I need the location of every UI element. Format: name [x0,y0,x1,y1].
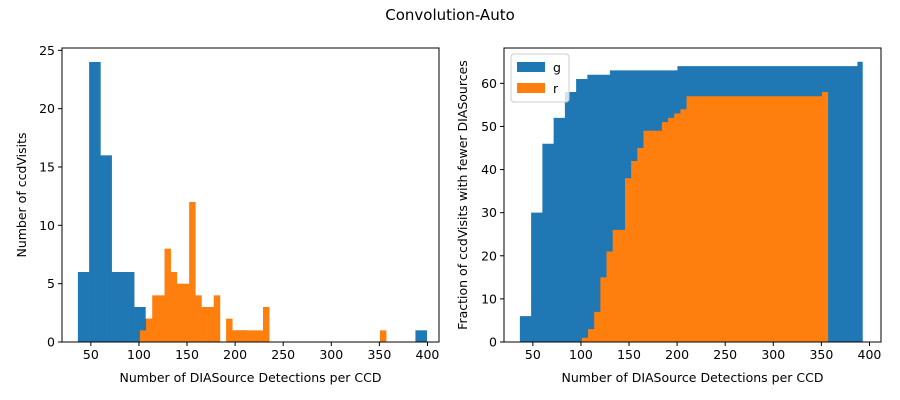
bar-r [250,330,258,342]
y-tick-label: 50 [481,119,497,134]
x-tick-label: 350 [367,347,391,362]
bar-r [139,330,147,342]
histogram-panel: 50 100 150 200 250 300 350 400 0 5 10 15 20 25 Numbe… [14,43,440,385]
bar-r [244,330,251,342]
bar-r [158,295,165,342]
x-tick-label: 150 [617,347,641,362]
x-tick-label: 300 [761,347,785,362]
x-tick-label: 400 [858,347,882,362]
y-axis-label: Number of ccdVisits [14,132,29,257]
axes-frame [503,47,882,343]
bar-r [213,295,221,342]
x-tick-label: 250 [713,347,737,362]
x-tick-label: 100 [569,347,593,362]
x-axis-label: Number of DIASource Detections per CCD [561,370,823,385]
bar-r [182,283,190,342]
bar-r [170,272,178,342]
y-tick-label: 0 [489,335,497,350]
y-tick-label: 25 [39,43,55,58]
bar-r [256,330,264,342]
y-tick-label: 20 [39,101,55,116]
x-tick-label: 50 [83,347,99,362]
axes-frame [61,47,440,343]
x-tick-label: 400 [416,347,440,362]
bar-r [164,248,171,342]
bar-g [122,272,135,342]
bar-r [146,318,153,342]
bar-g [89,62,101,342]
bar-r [152,295,159,342]
bar-g [77,272,90,342]
x-axis-label: Number of DIASource Detections per CCD [119,370,381,385]
x-tick-label: 200 [665,347,689,362]
y-tick-label: 20 [481,248,497,263]
legend: g r [510,53,570,103]
bar-r [379,330,387,342]
x-tick-label: 200 [223,347,247,362]
y-tick-label: 60 [481,76,497,91]
bar-r [207,307,215,342]
figure-title: Convolution-Auto [385,6,515,24]
legend-swatch-g [517,62,545,72]
bar-r [263,307,270,342]
bar-r [195,295,202,342]
bar-r [189,202,196,342]
y-tick-label: 30 [481,205,497,220]
cumulative-area-r [581,91,829,342]
bar-r [201,307,208,342]
y-tick-label: 5 [47,276,55,291]
bar-g [134,307,146,342]
x-tick-label: 300 [319,347,343,362]
x-tick-label: 250 [271,347,295,362]
y-tick-label: 40 [481,162,497,177]
bar-r [238,330,245,342]
bar-g [415,330,427,342]
y-tick-label: 15 [39,160,55,175]
bar-r [232,330,239,342]
legend-label-r: r [553,81,559,96]
x-tick-label: 150 [175,347,199,362]
y-tick-label: 10 [481,291,497,306]
legend-swatch-r [517,83,545,93]
cumulative-panel: 50 100 150 200 250 300 350 400 0 10 20 30 40 50 60 Nu… [455,47,882,385]
y-tick-label: 0 [47,335,55,350]
x-tick-label: 350 [809,347,833,362]
y-tick-label: 10 [39,218,55,233]
bar-r [176,283,184,342]
bar-g [100,155,112,342]
y-axis-label: Fraction of ccdVisits with fewer DIASour… [455,60,470,330]
x-tick-label: 100 [127,347,151,362]
bar-g [111,272,124,342]
bar-r [226,318,233,342]
x-tick-label: 50 [525,347,541,362]
legend-label-g: g [553,60,561,75]
